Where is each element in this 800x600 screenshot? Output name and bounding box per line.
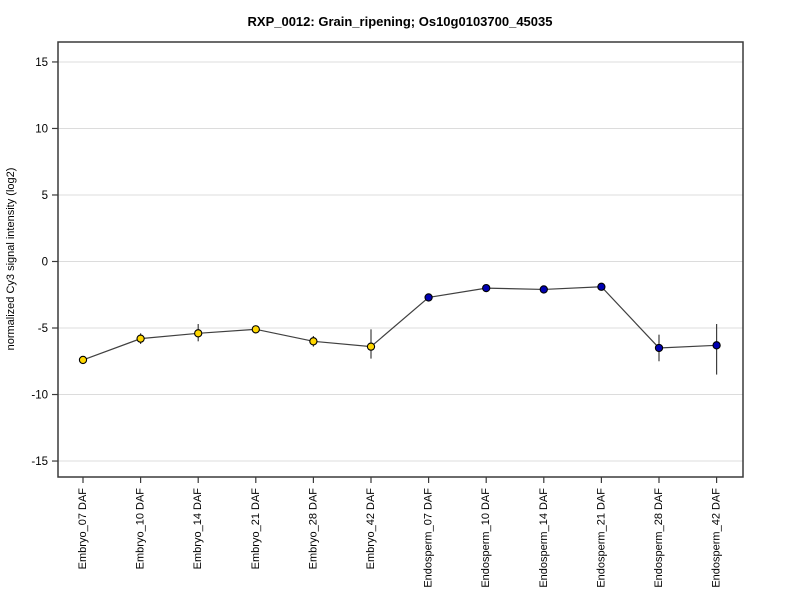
x-tick-label: Endosperm_07 DAF bbox=[423, 488, 435, 588]
y-tick-label: 15 bbox=[35, 57, 48, 69]
chart-title: RXP_0012: Grain_ripening; Os10g0103700_4… bbox=[248, 14, 553, 29]
y-tick-label: 0 bbox=[42, 256, 48, 268]
y-tick-label: -15 bbox=[31, 456, 48, 468]
x-tick-label: Embryo_42 DAF bbox=[365, 488, 377, 570]
y-tick-label: -10 bbox=[31, 389, 48, 401]
x-tick-label: Embryo_21 DAF bbox=[250, 488, 262, 570]
data-point bbox=[78, 355, 88, 365]
data-point bbox=[309, 337, 318, 346]
data-point bbox=[597, 282, 606, 291]
x-tick-label: Endosperm_10 DAF bbox=[480, 488, 492, 588]
x-tick-label: Embryo_10 DAF bbox=[135, 488, 147, 570]
data-line bbox=[82, 286, 717, 361]
plot-border bbox=[57, 41, 744, 478]
y-tick-label: 5 bbox=[42, 190, 48, 202]
y-axis-label: normalized Cy3 signal intensity (log2) bbox=[5, 168, 17, 351]
x-tick-label: Endosperm_28 DAF bbox=[653, 488, 665, 588]
data-point bbox=[654, 343, 664, 353]
data-point bbox=[194, 329, 203, 338]
data-point bbox=[251, 325, 260, 334]
data-point bbox=[539, 285, 548, 294]
x-tick-label: Embryo_14 DAF bbox=[192, 488, 204, 570]
y-tick-label: 10 bbox=[35, 123, 48, 135]
data-point bbox=[136, 334, 145, 343]
x-tick-label: Endosperm_42 DAF bbox=[711, 488, 723, 588]
data-point bbox=[482, 283, 491, 293]
x-tick-label: Embryo_07 DAF bbox=[77, 488, 89, 570]
x-tick-label: Embryo_28 DAF bbox=[307, 488, 319, 570]
x-tick-label: Endosperm_21 DAF bbox=[595, 488, 607, 588]
y-tick-label: -5 bbox=[38, 323, 48, 335]
data-point bbox=[424, 293, 433, 302]
x-tick-label: Endosperm_14 DAF bbox=[538, 488, 550, 588]
plot-area: -15 -10 -5 0 5 10 15 Embryo_07 DAF Embryo_10 DAF… bbox=[31, 41, 744, 588]
data-point bbox=[712, 341, 721, 350]
data-point bbox=[366, 342, 376, 351]
